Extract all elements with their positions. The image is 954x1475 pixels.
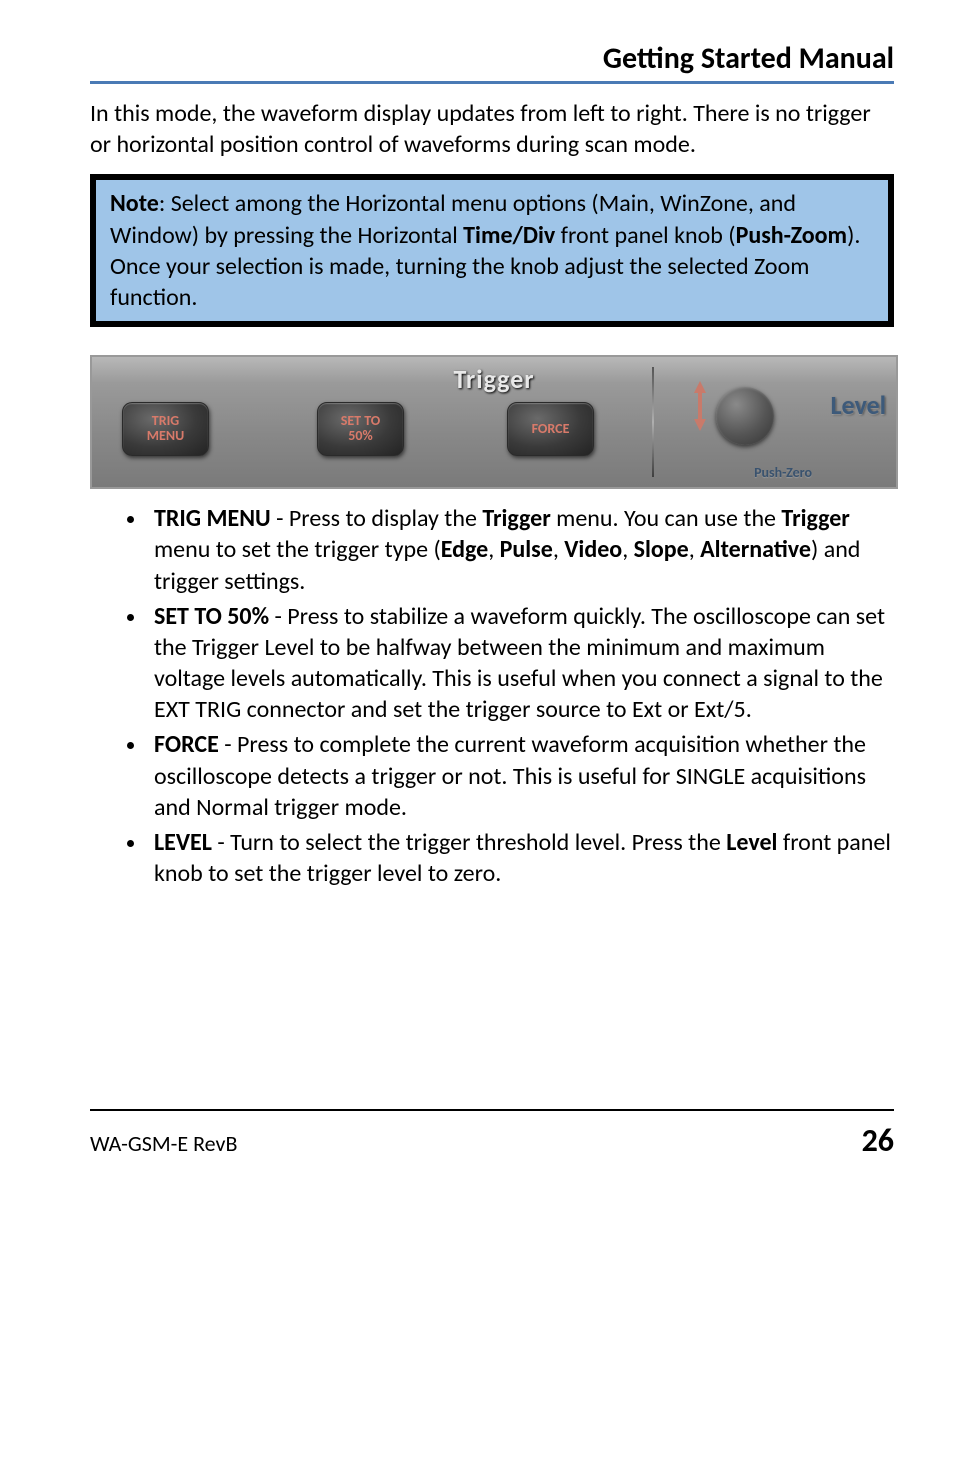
footer-doc-id: WA-GSM-E RevB <box>90 1130 237 1157</box>
trig-menu-button: TRIG MENU <box>122 402 209 456</box>
bullet-text: , <box>622 535 633 564</box>
bullet-bold: Level <box>726 828 777 857</box>
list-item: LEVEL - Turn to select the trigger thres… <box>148 827 894 889</box>
bullet-text: , <box>488 535 499 564</box>
bullet-bold: FORCE <box>154 730 219 759</box>
bullet-text: menu. You can use the <box>551 504 782 533</box>
trig-menu-line2: MENU <box>147 429 184 444</box>
footer-rule <box>90 1109 894 1111</box>
bullet-bold: Trigger <box>482 504 550 533</box>
bullet-text: , <box>689 535 700 564</box>
set-to-50-button: SET TO 50% <box>317 402 404 456</box>
note-b2: Push-Zoom <box>736 221 847 250</box>
footer: WA-GSM-E RevB 26 <box>90 1109 894 1160</box>
note-t2: front panel knob ( <box>555 221 735 250</box>
arrow-up-icon <box>694 381 706 393</box>
panel-title: Trigger <box>453 363 534 395</box>
trigger-panel-photo: Trigger TRIG MENU SET TO 50% FORCE Level… <box>90 355 898 489</box>
arrow-stem-icon <box>698 393 702 419</box>
set50-line2: 50% <box>348 429 372 444</box>
bullet-bold: SET TO 50% <box>154 602 269 631</box>
note-prefix: Note <box>110 189 159 218</box>
page-number: 26 <box>862 1121 894 1160</box>
bullet-text: - Press to complete the current waveform… <box>154 730 866 821</box>
note-box: Note: Select among the Horizontal menu o… <box>90 174 894 327</box>
intro-paragraph: In this mode, the waveform display updat… <box>90 98 894 160</box>
bullet-bold: Video <box>564 535 622 564</box>
bullet-text: - Press to display the <box>271 504 483 533</box>
force-line1: FORCE <box>532 422 570 437</box>
push-zero-label: Push-Zero <box>754 464 812 481</box>
bullet-text: menu to set the trigger type ( <box>154 535 441 564</box>
panel-separator <box>652 367 654 477</box>
note-sep: : <box>159 189 171 218</box>
bullet-bold: LEVEL <box>154 828 212 857</box>
header-rule <box>90 81 894 84</box>
bullet-text: , <box>553 535 564 564</box>
force-button: FORCE <box>507 402 594 456</box>
bullet-bold: TRIG MENU <box>154 504 271 533</box>
list-item: TRIG MENU - Press to display the Trigger… <box>148 503 894 597</box>
level-knob-area: Level Push-Zero <box>676 357 896 487</box>
bullet-list: TRIG MENU - Press to display the Trigger… <box>90 503 894 889</box>
bullet-bold: Trigger <box>781 504 849 533</box>
page-title: Getting Started Manual <box>90 40 894 81</box>
level-knob <box>716 387 774 445</box>
note-b1: Time/Div <box>463 221 555 250</box>
list-item: SET TO 50% - Press to stabilize a wavefo… <box>148 601 894 726</box>
list-item: FORCE - Press to complete the current wa… <box>148 729 894 823</box>
arrow-down-icon <box>694 419 706 431</box>
bullet-bold: Edge <box>441 535 488 564</box>
level-label: Level <box>831 389 887 421</box>
bullet-bold: Pulse <box>500 535 553 564</box>
bullet-bold: Alternative <box>700 535 811 564</box>
bullet-bold: Slope <box>634 535 689 564</box>
bullet-text: - Turn to select the trigger threshold l… <box>212 828 726 857</box>
